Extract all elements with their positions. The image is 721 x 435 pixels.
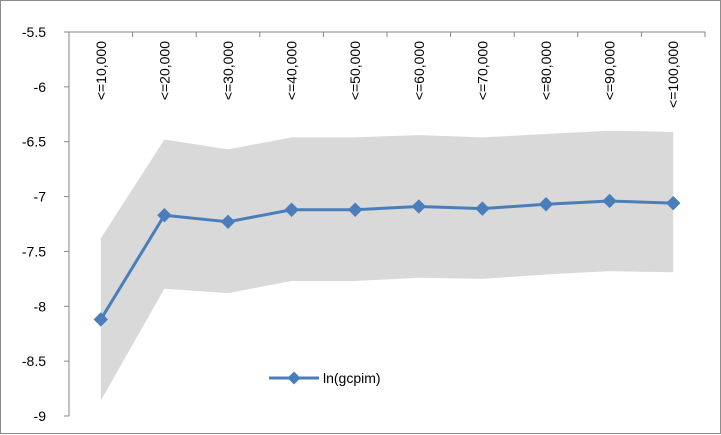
data-point-marker [284, 202, 299, 217]
x-tick-label: <=100,000 [665, 41, 681, 108]
legend-marker-swatch [287, 371, 301, 385]
legend: ln(gcpim) [269, 370, 381, 386]
x-tick-label: <=30,000 [220, 41, 236, 100]
x-tick-label: <=50,000 [347, 41, 363, 100]
legend-label: ln(gcpim) [323, 370, 381, 386]
series-layer [93, 193, 681, 327]
y-tick-label: -7.5 [22, 243, 46, 259]
data-point-marker [93, 312, 109, 327]
y-tick-label: -5.5 [22, 24, 46, 40]
x-tick-label: <=40,000 [284, 41, 300, 100]
x-tick-label: <=70,000 [474, 41, 490, 100]
confidence-band [100, 130, 674, 401]
axes: -5.5 -6 -6.5 -7 -7.5 -8 -8.5 -9 <=10,000 <=20,000… [22, 24, 706, 424]
y-tick-label: -6.5 [22, 134, 46, 150]
y-tick-label: -8 [34, 298, 47, 314]
data-point-marker [602, 193, 617, 209]
x-tick-label: <=60,000 [411, 41, 427, 100]
y-tick-label: -8.5 [22, 353, 46, 369]
data-point-marker [538, 197, 554, 212]
data-point-marker [220, 214, 236, 230]
x-tick-label: <=20,000 [156, 41, 172, 100]
y-tick-label: -7 [34, 189, 47, 205]
x-tick-label: <=10,000 [93, 41, 109, 100]
confidence-band-layer [100, 130, 674, 401]
data-point-marker [157, 208, 172, 223]
data-point-marker [475, 201, 490, 216]
data-point-marker [411, 199, 427, 214]
series-line [99, 199, 674, 321]
data-point-marker [347, 202, 363, 217]
y-tick-label: -6 [34, 79, 47, 95]
x-tick-label: <=80,000 [538, 41, 554, 100]
data-point-marker [665, 195, 681, 211]
y-tick-label: -9 [34, 408, 47, 424]
x-tick-label: <=90,000 [602, 41, 618, 100]
